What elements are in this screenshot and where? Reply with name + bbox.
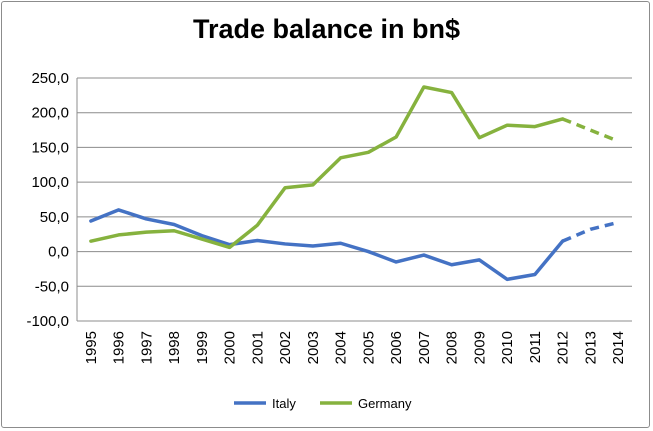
italy-series-line [89, 208, 565, 282]
x-tick-label: 2013 [582, 331, 599, 364]
x-tick-label: 1999 [194, 331, 211, 364]
germany-forecast-line [561, 117, 619, 143]
italy-forecast-line [561, 220, 619, 243]
x-tick-label: 2003 [305, 331, 322, 364]
y-tick-label: -100,0 [26, 313, 69, 330]
y-tick-label: -50,0 [35, 278, 69, 295]
series-lines [89, 85, 619, 282]
y-tick-label: 200,0 [31, 105, 69, 122]
germany-series-line [89, 85, 565, 250]
x-tick-label: 2000 [222, 331, 239, 364]
x-tick-label: 2004 [333, 331, 350, 364]
x-tick-label: 1995 [83, 331, 100, 364]
y-tick-label: 0,0 [48, 244, 69, 261]
x-tick-label: 2007 [416, 331, 433, 364]
x-tick-label: 2014 [610, 331, 627, 364]
x-axis-ticks: 1995 1996 1997 1998 1999 2000 2001 2002 2003 2004… [83, 331, 627, 364]
x-tick-label: 1996 [111, 331, 128, 364]
germany-legend-label: Germany [358, 396, 412, 411]
x-tick-label: 2009 [471, 331, 488, 364]
y-tick-label: 150,0 [31, 139, 69, 156]
x-tick-label: 2001 [249, 331, 266, 364]
x-tick-label: 1998 [166, 331, 183, 364]
x-tick-label: 2011 [527, 331, 544, 363]
x-tick-label: 2008 [444, 331, 461, 364]
chart-title: Trade balance in bn$ [192, 14, 461, 44]
y-tick-label: 50,0 [40, 209, 69, 226]
x-tick-label: 2006 [388, 331, 405, 364]
x-tick-label: 2010 [499, 331, 516, 364]
x-tick-label: 1997 [138, 331, 155, 364]
x-tick-label: 2005 [360, 331, 377, 364]
x-tick-label: 2012 [555, 331, 572, 364]
y-tick-label: 250,0 [31, 70, 69, 87]
legend: Italy Germany [234, 396, 412, 411]
gridlines [76, 77, 632, 322]
x-tick-label: 2002 [277, 331, 294, 364]
y-tick-label: 100,0 [31, 174, 69, 191]
y-axis-ticks: 250,0 200,0 150,0 100,0 50,0 0,0 -50,0 -100,0 [26, 70, 69, 330]
italy-legend-label: Italy [272, 396, 296, 411]
